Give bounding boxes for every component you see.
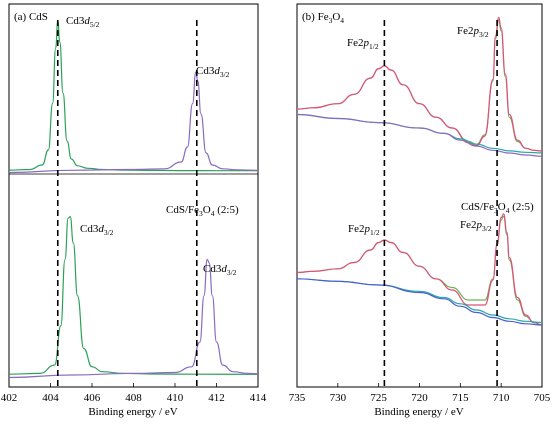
panel-b-series-line-3 (296, 113, 543, 157)
panel-b-x-tick-label-5: 710 (493, 392, 510, 404)
panel-b-series-line-1 (296, 16, 543, 152)
panel-a-series-line-3 (8, 258, 259, 379)
panel-a-x-tick-label-4: 410 (167, 392, 184, 404)
panel-a-series-line-1 (8, 71, 259, 174)
panel-a-label: (a) CdS (14, 11, 48, 23)
panel-a-x-tick-label-5: 412 (208, 392, 225, 404)
panel-b-series-line-6 (296, 278, 543, 324)
panel-a-peak-label-upper-1: Cd3d5/2 (66, 15, 100, 29)
panel-a-series-line-0 (8, 20, 259, 172)
panel-a-dashed-lines (56, 20, 198, 387)
panel-b-sample-label: CdS/Fe3O4 (2:5) (461, 201, 534, 215)
panel-b-x-tick-label-2: 725 (370, 392, 387, 404)
panel-b-series-line-0 (296, 19, 543, 152)
panel-a-x-ticks: 402 404 406 408 410 412 414 (1, 383, 267, 404)
panel-a-peak-label-lower-1: Cd3d3/2 (80, 223, 114, 237)
panel-a-x-axis-label: Binding energy / eV (88, 406, 177, 418)
panel-b-peak-label-lower-1: Fe2p1/2 (348, 223, 380, 237)
panel-a-sample-label: CdS/Fe3O4 (2:5) (166, 204, 239, 218)
panel-b-series-line-7 (296, 278, 543, 326)
panel-b-x-tick-label-1: 730 (330, 392, 347, 404)
panel-b-x-tick-label-0: 735 (289, 392, 306, 404)
panel-b-x-ticks: 735 730 725 720 715 710 705 (289, 383, 551, 404)
panel-b-x-tick-label-4: 715 (452, 392, 469, 404)
panel-b-series (296, 16, 543, 326)
panel-a-x-tick-label-6: 414 (250, 392, 267, 404)
panel-a-x-tick-label-1: 404 (42, 392, 59, 404)
panel-b-frame (296, 3, 543, 388)
panel-b-peak-label-lower-2: Fe2p3/2 (460, 219, 492, 233)
panel-a-x-tick-label-2: 406 (84, 392, 101, 404)
panel-a-x-tick-label-0: 402 (1, 392, 18, 404)
panel-a-peak-label-lower-2: Cd3d3/2 (203, 263, 237, 277)
panel-a: 402 404 406 408 410 412 414 (a) CdS Cd3d5/2 Cd… (1, 3, 267, 418)
panel-b-x-tick-label-3: 720 (411, 392, 428, 404)
panel-a-peak-label-upper-2: Cd3d3/2 (196, 65, 230, 79)
panel-b: 735 730 725 720 715 710 705 (b) Fe3O4 Fe2p1/2 … (289, 3, 551, 418)
panel-a-frame (8, 3, 259, 388)
panel-b-x-tick-label-6: 705 (534, 392, 551, 404)
panel-a-series-line-2 (8, 215, 259, 375)
panel-b-series-line-4 (296, 215, 543, 326)
panel-b-series-line-5 (296, 213, 543, 326)
panel-b-label: (b) Fe3O4 (302, 11, 344, 25)
panel-b-peak-label-upper-1: Fe2p1/2 (347, 37, 379, 51)
panel-b-series-line-2 (296, 113, 543, 154)
panel-b-dashed-lines (383, 20, 498, 387)
panel-b-peak-label-upper-2: Fe2p3/2 (457, 25, 489, 39)
panel-a-x-tick-label-3: 408 (125, 392, 142, 404)
panel-b-x-axis-label: Binding energy / eV (374, 406, 463, 418)
